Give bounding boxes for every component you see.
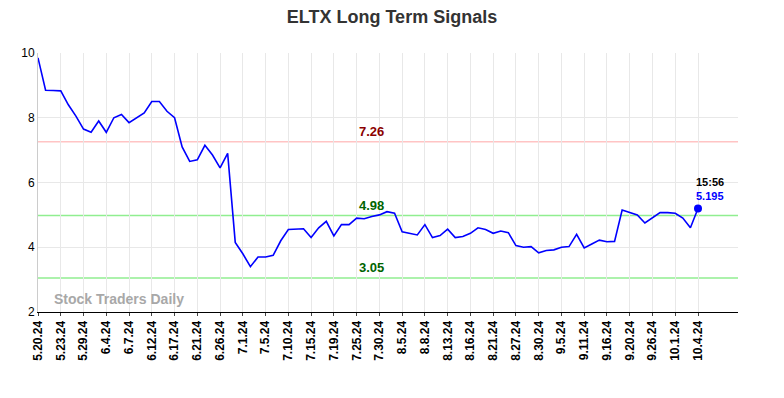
svg-text:8.16.24: 8.16.24 (463, 320, 477, 360)
svg-text:7.25.24: 7.25.24 (350, 320, 364, 360)
svg-text:15:56: 15:56 (696, 176, 724, 188)
svg-text:8.21.24: 8.21.24 (486, 320, 500, 360)
svg-text:10.1.24: 10.1.24 (668, 320, 682, 360)
svg-text:10: 10 (21, 46, 35, 60)
svg-text:6.17.24: 6.17.24 (167, 320, 181, 360)
svg-text:9.5.24: 9.5.24 (554, 320, 568, 354)
svg-text:7.1.24: 7.1.24 (236, 320, 250, 354)
svg-text:ELTX Long Term Signals: ELTX Long Term Signals (287, 7, 497, 27)
svg-text:4: 4 (28, 240, 35, 254)
svg-text:7.5.24: 7.5.24 (258, 320, 272, 354)
svg-text:9.26.24: 9.26.24 (645, 320, 659, 360)
svg-text:3.05: 3.05 (359, 260, 384, 275)
svg-text:6.7.24: 6.7.24 (122, 320, 136, 354)
svg-text:4.98: 4.98 (359, 198, 384, 213)
svg-text:8.13.24: 8.13.24 (441, 320, 455, 360)
svg-text:5.23.24: 5.23.24 (54, 320, 68, 360)
svg-text:7.26: 7.26 (359, 124, 384, 139)
svg-text:6.21.24: 6.21.24 (190, 320, 204, 360)
svg-text:10.4.24: 10.4.24 (691, 320, 705, 360)
svg-text:9.16.24: 9.16.24 (600, 320, 614, 360)
svg-text:5.29.24: 5.29.24 (76, 320, 90, 360)
svg-text:7.10.24: 7.10.24 (281, 320, 295, 360)
svg-text:8: 8 (28, 111, 35, 125)
svg-text:5.195: 5.195 (696, 190, 724, 202)
svg-text:8.30.24: 8.30.24 (532, 320, 546, 360)
svg-text:6.12.24: 6.12.24 (145, 320, 159, 360)
svg-text:8.27.24: 8.27.24 (509, 320, 523, 360)
svg-text:6: 6 (28, 176, 35, 190)
svg-text:8.5.24: 8.5.24 (395, 320, 409, 354)
svg-text:2: 2 (28, 305, 35, 319)
svg-text:6.4.24: 6.4.24 (99, 320, 113, 354)
svg-text:8.8.24: 8.8.24 (418, 320, 432, 354)
svg-text:7.30.24: 7.30.24 (372, 320, 386, 360)
svg-text:7.15.24: 7.15.24 (304, 320, 318, 360)
svg-text:6.26.24: 6.26.24 (213, 320, 227, 360)
svg-text:9.11.24: 9.11.24 (577, 320, 591, 360)
svg-text:5.20.24: 5.20.24 (31, 320, 45, 360)
svg-text:9.20.24: 9.20.24 (623, 320, 637, 360)
svg-text:7.19.24: 7.19.24 (327, 320, 341, 360)
svg-text:Stock Traders Daily: Stock Traders Daily (54, 291, 184, 307)
